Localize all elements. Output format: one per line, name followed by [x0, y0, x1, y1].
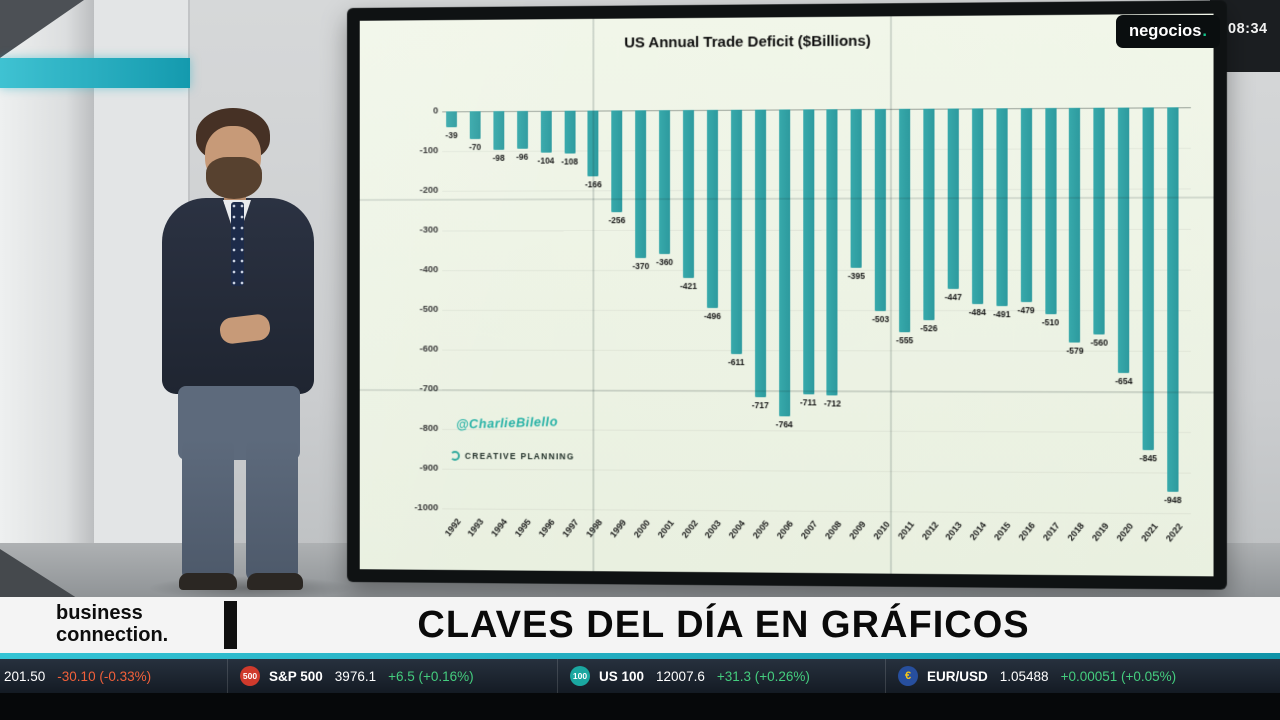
show-brand-line1: business [56, 602, 143, 625]
market-ticker: 201.50 -30.10 (-0.33%) 500 S&P 500 3976.… [0, 659, 1280, 693]
sp500-badge-icon: 500 [240, 666, 260, 686]
channel-logo-text: negocios [1128, 22, 1202, 40]
accent-divider [0, 653, 1280, 659]
ticker-item: 100 US 100 12007.6 +31.3 (+0.26%) [558, 659, 886, 693]
ticker-item: 201.50 -30.10 (-0.33%) [0, 659, 228, 693]
us100-badge-icon: 100 [570, 666, 590, 686]
channel-logo: negocios . [1116, 15, 1220, 48]
presenter-leg [246, 438, 298, 582]
brand-separator [224, 601, 237, 649]
ticker-name: EUR/USD [927, 668, 988, 684]
channel-logo-dot: . [1202, 22, 1208, 40]
presenter-shoe [247, 573, 303, 590]
ticker-change: -30.10 (-0.33%) [57, 668, 152, 684]
ticker-name: US 100 [599, 668, 645, 684]
ticker-name: S&P 500 [269, 668, 323, 684]
ticker-item: 500 S&P 500 3976.1 +6.5 (+0.16%) [228, 659, 558, 693]
bottom-bar [0, 693, 1280, 720]
ticker-change: +0.00051 (+0.05%) [1060, 668, 1177, 684]
show-brand: business connection. [56, 603, 218, 646]
ticker-value: 3976.1 [334, 668, 377, 684]
presenter-leg [182, 438, 234, 582]
ticker-value: 12007.6 [656, 668, 705, 684]
show-brand-line2: connection. [56, 624, 169, 646]
studio-light-strip [0, 58, 190, 88]
presenter-tie [231, 202, 244, 286]
lower-third: business connection. CLAVES DEL DÍA EN G… [0, 597, 1280, 653]
ticker-value: 1.05488 [999, 668, 1049, 684]
ticker-value: 201.50 [4, 668, 46, 684]
ticker-change: +31.3 (+0.26%) [716, 668, 810, 684]
eur-flag-icon: € [898, 666, 918, 686]
presenter-beard [206, 157, 262, 199]
ticker-change: +6.5 (+0.16%) [388, 668, 474, 684]
studio-wall-panel [0, 0, 94, 600]
headline: CLAVES DEL DÍA EN GRÁFICOS [417, 603, 1030, 646]
ticker-item: € EUR/USD 1.05488 +0.00051 (+0.05%) [886, 659, 1280, 693]
clock: 08:34 [1228, 21, 1268, 37]
presenter-shoe [179, 573, 237, 590]
